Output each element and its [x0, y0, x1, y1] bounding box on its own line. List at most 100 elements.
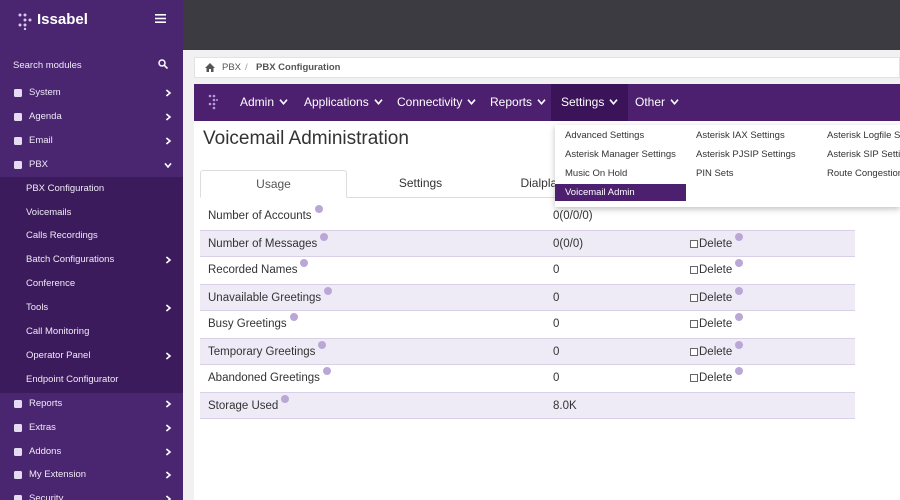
sidebar-label: Reports — [29, 397, 63, 409]
delete-checkbox[interactable] — [690, 240, 698, 248]
menu-icon — [14, 89, 22, 97]
help-icon[interactable] — [320, 233, 329, 241]
help-icon[interactable] — [318, 341, 327, 349]
chevron-icon — [165, 352, 172, 360]
chevron-icon — [165, 471, 172, 480]
sidebar-item[interactable]: Conference — [0, 273, 183, 295]
nav-label: Applications — [304, 95, 369, 109]
home-icon[interactable] — [205, 63, 215, 72]
dropdown-item[interactable]: Advanced Settings — [565, 130, 645, 141]
table-row: Abandoned Greetings 0 Delete — [200, 365, 855, 392]
tab[interactable]: Settings — [347, 170, 494, 198]
search-icon[interactable] — [158, 59, 168, 69]
brand-name: Issabel — [37, 11, 88, 28]
search-label[interactable]: Search modules — [13, 60, 82, 71]
sidebar-label: Endpoint Configurator — [26, 373, 119, 385]
row-value: 0 — [553, 292, 560, 304]
sidebar-item[interactable]: PBX — [0, 154, 183, 176]
sidebar-item[interactable]: Operator Panel — [0, 345, 183, 367]
chevron-path — [164, 162, 172, 168]
delete-checkbox[interactable] — [690, 294, 698, 302]
sidebar-label: Operator Panel — [26, 349, 91, 361]
help-icon[interactable] — [735, 341, 744, 349]
row-value: 8.0K — [553, 400, 577, 412]
row-label-cell: Busy Greetings — [208, 311, 298, 338]
help-icon[interactable] — [735, 313, 744, 321]
delete-checkbox[interactable] — [690, 374, 698, 382]
chevron-icon — [165, 89, 172, 97]
chevron-path — [165, 352, 172, 360]
dropdown-item[interactable]: Asterisk PJSIP Settings — [696, 149, 796, 160]
delete-cell: Delete — [690, 257, 744, 284]
row-label-cell: Storage Used — [208, 393, 290, 420]
nav-item[interactable]: Reports — [480, 84, 556, 121]
sidebar-item[interactable]: System — [0, 82, 183, 104]
nav-item[interactable]: Settings — [551, 84, 629, 121]
row-label: Storage Used — [208, 400, 279, 412]
dropdown-item[interactable]: Asterisk Manager Settings — [565, 149, 676, 160]
nav-item[interactable]: Other — [625, 84, 689, 121]
dropdown-item[interactable]: PIN Sets — [696, 168, 734, 179]
nav-chevron-wrap — [462, 97, 476, 107]
dropdown-item[interactable]: Voicemail Admin — [555, 184, 686, 201]
menu-icon — [14, 112, 22, 121]
chevron-icon — [164, 162, 172, 168]
chevron-path — [165, 113, 172, 121]
delete-checkbox[interactable] — [690, 348, 698, 356]
help-icon[interactable] — [735, 287, 744, 295]
help-icon[interactable] — [735, 259, 744, 267]
sidebar-item[interactable]: Calls Recordings — [0, 225, 183, 247]
help-icon[interactable] — [289, 313, 298, 321]
sidebar-item[interactable]: Voicemails — [0, 202, 183, 224]
sidebar-item[interactable]: Addons — [0, 441, 183, 463]
dropdown-item[interactable]: Asterisk IAX Settings — [696, 130, 785, 141]
table-row: Unavailable Greetings 0 Delete — [200, 284, 855, 311]
breadcrumb-item[interactable]: PBX — [222, 62, 242, 73]
help-icon[interactable] — [314, 205, 323, 213]
sidebar-item[interactable]: My Extension — [0, 464, 183, 486]
delete-label: Delete — [699, 238, 733, 250]
chevron-icon — [279, 99, 288, 105]
sidebar-item[interactable]: Security — [0, 488, 183, 500]
breadcrumb-separator: / — [245, 62, 248, 73]
nav-item[interactable]: Applications — [294, 84, 393, 121]
sidebar-item[interactable]: Email — [0, 130, 183, 152]
help-icon[interactable] — [735, 233, 744, 241]
nav-item[interactable]: Admin — [230, 84, 298, 121]
dropdown-item[interactable]: Asterisk Logfile Settings — [827, 130, 900, 141]
tab[interactable]: Usage — [200, 170, 347, 198]
sidebar-item[interactable]: Tools — [0, 297, 183, 319]
help-icon[interactable] — [322, 367, 331, 375]
chevron-path — [467, 99, 476, 105]
row-value: 0 — [553, 372, 560, 384]
sidebar-item[interactable]: PBX Configuration — [0, 178, 183, 200]
sidebar-item[interactable]: Reports — [0, 393, 183, 415]
sidebar-label: System — [29, 87, 61, 98]
row-label: Busy Greetings — [208, 318, 287, 330]
help-icon[interactable] — [281, 395, 290, 403]
delete-label: Delete — [699, 264, 733, 276]
dropdown-item[interactable]: Music On Hold — [565, 168, 628, 179]
menu-toggle[interactable] — [155, 14, 166, 23]
chevron-icon — [537, 99, 546, 105]
dropdown-item[interactable]: Route Congestion Messages — [827, 168, 900, 179]
delete-cell: Delete — [690, 339, 744, 366]
submenu-background — [0, 176, 183, 393]
sidebar-item[interactable]: Endpoint Configurator — [0, 369, 183, 391]
chevron-path — [165, 447, 172, 456]
breadcrumb-item: PBX Configuration — [256, 62, 341, 73]
help-icon[interactable] — [735, 367, 744, 375]
sidebar-item[interactable]: Call Monitoring — [0, 321, 183, 343]
delete-checkbox[interactable] — [690, 266, 698, 274]
nav-item[interactable]: Connectivity — [387, 84, 486, 121]
sidebar-item[interactable]: Batch Configurations — [0, 249, 183, 271]
delete-checkbox[interactable] — [690, 320, 698, 328]
nav-chevron-wrap — [369, 97, 383, 107]
help-icon[interactable] — [300, 259, 309, 267]
chevron-path — [165, 89, 172, 97]
sidebar-item[interactable]: Agenda — [0, 106, 183, 128]
delete-cell: Delete — [690, 311, 744, 338]
dropdown-item[interactable]: Asterisk SIP Settings — [827, 149, 900, 160]
sidebar-item[interactable]: Extras — [0, 417, 183, 439]
help-icon[interactable] — [324, 287, 333, 295]
